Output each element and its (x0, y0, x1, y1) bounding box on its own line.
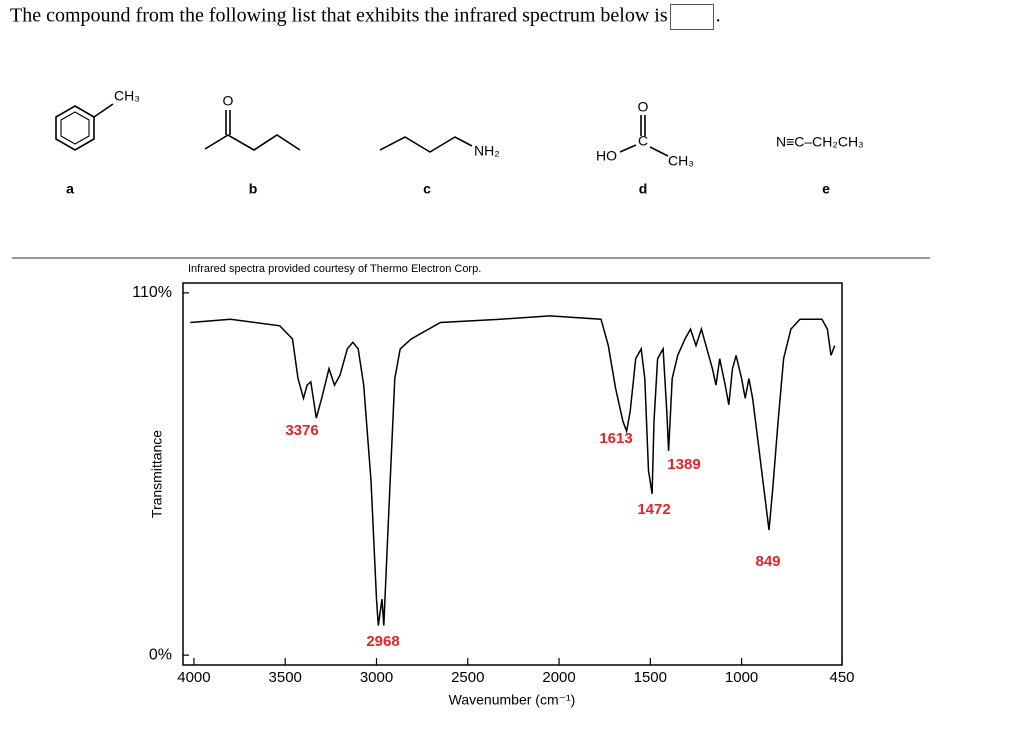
ring-inner (60, 111, 90, 145)
answer-box[interactable] (669, 4, 714, 30)
atom-label: HO (596, 148, 617, 164)
x-tick-label: 450 (829, 669, 854, 686)
plot-frame (182, 282, 843, 666)
atom-label: O (638, 99, 649, 115)
bond (379, 136, 473, 153)
atom-label: CH₃ (668, 153, 694, 169)
bond (619, 144, 637, 153)
peak-annotation: 1472 (637, 501, 670, 518)
peak-annotation: 1389 (667, 456, 700, 473)
x-tick-label: 2500 (451, 669, 484, 686)
x-tick-label: 3000 (360, 669, 393, 686)
y-axis-label: Transmittance (149, 430, 165, 518)
chart-subtitle: Infrared spectra provided courtesy of Th… (188, 263, 481, 275)
compound-label: a (66, 181, 74, 197)
atom-label: NH₂ (474, 143, 500, 159)
x-tick-label: 3500 (269, 669, 302, 686)
structures (55, 103, 669, 157)
question: The compound from the following list tha… (10, 4, 721, 30)
bond (649, 146, 669, 157)
y-tick-label: 110% (132, 284, 172, 301)
bond (204, 134, 301, 151)
x-tick-label: 1500 (634, 669, 667, 686)
peak-annotation: 2968 (366, 633, 399, 650)
compound-label: c (423, 181, 431, 197)
peak-annotation: 3376 (285, 422, 318, 439)
atom-label: O (223, 93, 234, 109)
atom-label: CH₃ (114, 88, 140, 104)
y-tick-label: 0% (149, 646, 172, 663)
peak-annotation: 849 (755, 553, 780, 570)
bond (93, 103, 114, 118)
x-tick-label: 1000 (725, 669, 758, 686)
peak-annotation: 1613 (599, 430, 632, 447)
compound-label: b (249, 181, 258, 197)
x-axis-label: Wavenumber (cm⁻¹) (449, 692, 576, 708)
atom-label: N≡C–CH₂CH₃ (776, 134, 864, 150)
compound-label: e (822, 181, 830, 197)
question-text: The compound from the following list tha… (10, 4, 668, 27)
question-end: . (715, 4, 721, 27)
x-tick-label: 4000 (177, 669, 210, 686)
x-tick-label: 2000 (542, 669, 575, 686)
compound-label: d (639, 181, 648, 197)
spectrum-line (190, 315, 836, 626)
atom-label: C (638, 133, 648, 149)
